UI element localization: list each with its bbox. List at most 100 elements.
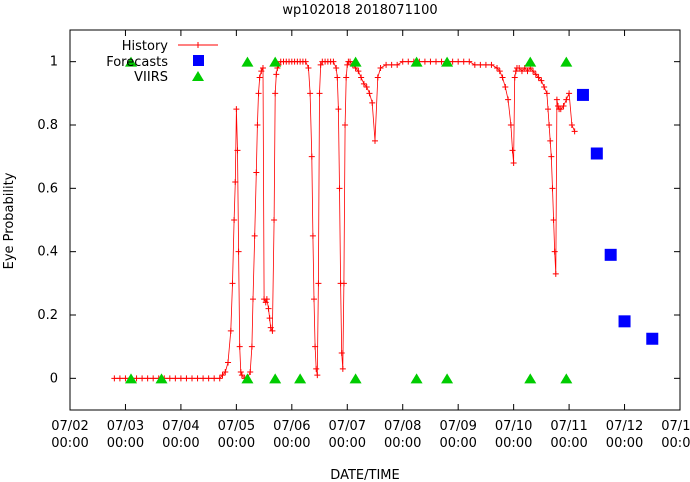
history-point xyxy=(335,106,342,113)
history-point xyxy=(172,375,179,382)
legend-marker-viirs xyxy=(192,71,204,81)
legend-label-viirs: VIIRS xyxy=(134,70,168,85)
history-point xyxy=(237,369,244,375)
viirs-point xyxy=(524,56,537,67)
history-point xyxy=(530,68,537,75)
y-tick-label: 0.2 xyxy=(37,308,58,323)
history-point xyxy=(166,375,173,382)
x-tick-label-time: 00:00 xyxy=(107,436,144,451)
history-point xyxy=(499,74,506,81)
history-point xyxy=(394,61,401,68)
history-point xyxy=(507,122,514,128)
x-tick-label-time: 00:00 xyxy=(162,436,199,451)
viirs-point xyxy=(560,56,573,67)
legend-label-history: History xyxy=(122,39,169,54)
history-point xyxy=(449,58,456,65)
history-point xyxy=(122,375,129,382)
history-point xyxy=(307,90,314,97)
x-tick-label-time: 00:00 xyxy=(51,436,88,451)
history-series xyxy=(111,58,578,382)
viirs-point xyxy=(410,373,423,384)
x-tick-label-date: 07/07 xyxy=(329,419,366,434)
history-point xyxy=(366,90,373,97)
x-tick-label-date: 07/11 xyxy=(550,419,587,434)
history-point xyxy=(219,372,226,379)
history-point xyxy=(116,375,123,382)
x-tick-label-time: 00:00 xyxy=(495,436,532,451)
history-point xyxy=(233,106,240,113)
history-point xyxy=(377,65,384,71)
history-point xyxy=(227,327,234,334)
history-point xyxy=(255,90,262,97)
x-tick-label-date: 07/03 xyxy=(107,419,144,434)
x-tick-label-time: 00:00 xyxy=(661,436,690,451)
history-point xyxy=(399,58,406,65)
forecast-point xyxy=(576,88,589,101)
history-point xyxy=(315,280,322,287)
history-point xyxy=(263,296,270,303)
history-point xyxy=(511,74,518,81)
history-point xyxy=(336,185,343,192)
viirs-point xyxy=(524,373,537,384)
y-axis-label: Eye Probability xyxy=(2,172,17,269)
history-point xyxy=(541,84,548,90)
history-point xyxy=(231,217,238,223)
history-point xyxy=(267,324,274,331)
history-point xyxy=(482,61,489,68)
history-point xyxy=(262,299,269,306)
x-tick-label-date: 07/06 xyxy=(273,419,310,434)
viirs-point xyxy=(294,373,307,384)
history-point xyxy=(302,58,309,65)
history-point xyxy=(247,369,254,375)
history-point xyxy=(308,153,315,160)
history-point xyxy=(189,375,195,382)
forecast-point xyxy=(618,315,631,328)
history-point xyxy=(471,61,478,68)
history-point xyxy=(343,74,350,81)
viirs-point xyxy=(410,56,423,67)
history-point xyxy=(211,375,218,382)
history-point xyxy=(555,103,561,109)
viirs-point xyxy=(125,56,137,67)
history-point xyxy=(553,96,560,103)
history-point xyxy=(309,232,316,239)
legend-label-forecasts: Forecasts xyxy=(106,55,168,70)
viirs-point xyxy=(560,373,573,384)
history-point xyxy=(340,280,347,287)
history-point xyxy=(250,296,256,303)
history-point xyxy=(369,99,376,106)
viirs-point xyxy=(241,56,254,67)
history-point xyxy=(177,375,184,382)
viirs-point xyxy=(125,373,137,384)
x-tick-label-time: 00:00 xyxy=(218,436,255,451)
history-point xyxy=(316,90,323,97)
x-tick-label-date: 07/09 xyxy=(439,419,476,434)
viirs-point xyxy=(241,373,254,384)
history-point xyxy=(563,96,570,103)
x-tick-label-date: 07/05 xyxy=(218,419,255,434)
x-tick-label-time: 00:00 xyxy=(550,436,587,451)
history-point xyxy=(524,68,531,75)
history-point xyxy=(548,153,555,160)
history-point xyxy=(543,90,550,97)
history-point xyxy=(405,58,412,65)
history-point xyxy=(568,122,575,128)
history-point xyxy=(510,160,517,166)
history-point xyxy=(546,122,553,128)
history-point xyxy=(338,350,345,356)
history-point xyxy=(460,58,467,65)
history-point xyxy=(133,375,140,382)
history-point xyxy=(234,147,241,154)
history-point xyxy=(311,296,317,303)
history-point xyxy=(225,359,232,366)
y-tick-label: 0 xyxy=(50,371,58,386)
viirs-series xyxy=(125,56,573,384)
x-tick-label-date: 07/13 xyxy=(661,419,690,434)
history-point xyxy=(516,65,523,71)
history-point xyxy=(532,71,539,78)
history-point xyxy=(344,61,351,68)
history-point xyxy=(266,315,273,322)
history-point xyxy=(334,74,341,81)
history-point xyxy=(347,58,354,65)
